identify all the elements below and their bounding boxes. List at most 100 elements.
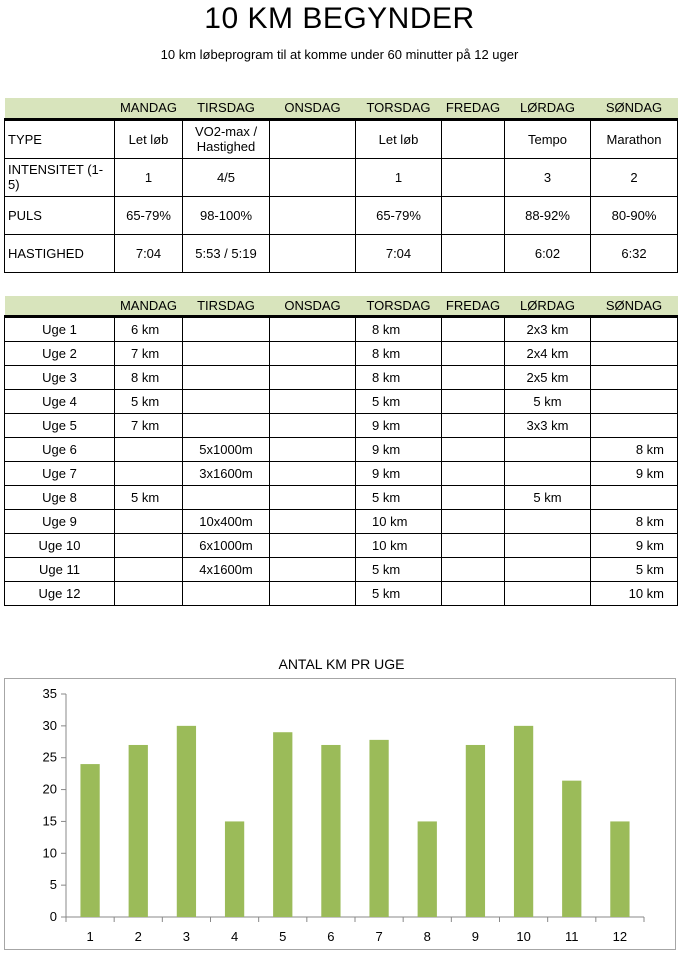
table-cell: 5 km [114, 484, 183, 510]
bar [176, 725, 197, 917]
row-label: Uge 1 [4, 315, 115, 342]
table-cell: 1 [355, 157, 442, 197]
table-cell: 9 km [355, 460, 442, 486]
table-cell: Let løb [114, 118, 183, 159]
table-cell [441, 195, 505, 235]
table-cell [269, 412, 356, 438]
table-cell [590, 412, 678, 438]
bar [273, 732, 293, 917]
bar [321, 744, 341, 917]
y-tick-label: 5 [50, 877, 57, 892]
table-cell: 10 km [355, 532, 442, 558]
row-label: Uge 10 [4, 532, 115, 558]
table-cell [590, 340, 678, 366]
bar [610, 821, 630, 917]
table-cell [114, 508, 183, 534]
x-tick-label: 1 [86, 929, 93, 944]
table-cell: Tempo [504, 118, 591, 159]
table-cell [114, 436, 183, 462]
day-header: FREDAG [441, 98, 505, 121]
row-label: Uge 2 [4, 340, 115, 366]
table-cell [269, 388, 356, 414]
day-header: TORSDAG [355, 98, 442, 121]
table-cell [182, 388, 270, 414]
table-cell [504, 508, 591, 534]
intensity-table: MANDAG TIRSDAG ONSDAG TORSDAG FREDAG LØR… [4, 98, 678, 273]
table-cell [504, 460, 591, 486]
table-cell: VO2-max / Hastighed [182, 118, 270, 159]
table-cell [504, 436, 591, 462]
day-header: SØNDAG [590, 98, 678, 121]
day-header: LØRDAG [504, 296, 591, 318]
day-header: SØNDAG [590, 296, 678, 318]
table-cell [269, 364, 356, 390]
day-header: TIRSDAG [182, 296, 270, 318]
bar [128, 744, 148, 917]
x-tick-label: 3 [183, 929, 190, 944]
day-header: MANDAG [114, 296, 183, 318]
table-cell: 2x4 km [504, 340, 591, 366]
table-cell: 7:04 [114, 233, 183, 273]
table-cell [114, 532, 183, 558]
chart-title: ANTAL KM PR UGE [278, 656, 405, 672]
table-cell [590, 364, 678, 390]
info-row: HASTIGHED 7:04 5:53 / 5:19 7:04 6:02 6:32 [4, 233, 678, 273]
x-tick-label: 7 [375, 929, 382, 944]
table-cell [590, 388, 678, 414]
header-corner [4, 98, 115, 121]
row-label: Uge 9 [4, 508, 115, 534]
table-cell [441, 580, 505, 606]
table-cell [269, 118, 356, 159]
table-cell [441, 157, 505, 197]
table-cell [441, 233, 505, 273]
table-cell: 3x3 km [504, 412, 591, 438]
y-tick-label: 0 [50, 909, 57, 924]
table-cell: Let løb [355, 118, 442, 159]
page-subtitle: 10 km løbeprogram til at komme under 60 … [160, 47, 519, 62]
x-tick-label: 6 [327, 929, 334, 944]
row-label: INTENSITET (1-5) [4, 157, 115, 197]
table-cell: 5 km [590, 556, 678, 582]
table-cell [504, 556, 591, 582]
row-label: Uge 5 [4, 412, 115, 438]
row-label: Uge 6 [4, 436, 115, 462]
table-cell [441, 388, 505, 414]
table-cell: 5 km [504, 388, 591, 414]
table-cell: 7 km [114, 412, 183, 438]
row-label: Uge 3 [4, 364, 115, 390]
page-title: 10 KM BEGYNDER [204, 2, 475, 35]
table-cell: 8 km [355, 315, 442, 342]
info-row: PULS 65-79% 98-100% 65-79% 88-92% 80-90% [4, 195, 678, 235]
table-cell: 5 km [114, 388, 183, 414]
bar [369, 739, 389, 917]
info-row: TYPE Let løb VO2-max / Hastighed Let løb Tem… [4, 118, 678, 159]
week-row: Uge 12 5 km 10 km [4, 580, 678, 606]
x-tick-label: 5 [279, 929, 286, 944]
y-tick-label: 25 [43, 750, 57, 765]
table-cell: 8 km [355, 364, 442, 390]
table-cell: 8 km [355, 340, 442, 366]
table-cell [269, 532, 356, 558]
table-cell [269, 580, 356, 606]
table-cell: 5 km [355, 556, 442, 582]
x-tick-label: 12 [613, 929, 627, 944]
row-label: Uge 7 [4, 460, 115, 486]
day-header: ONSDAG [269, 296, 356, 318]
table-cell [590, 484, 678, 510]
week-row: Uge 10 6x1000m 10 km 9 km [4, 532, 678, 558]
info-row: INTENSITET (1-5) 1 4/5 1 3 2 [4, 157, 678, 197]
x-tick-label: 10 [516, 929, 530, 944]
table-cell: 5x1000m [182, 436, 270, 462]
table-cell [269, 556, 356, 582]
table-cell [114, 460, 183, 486]
table-cell [269, 157, 356, 197]
table-cell [182, 412, 270, 438]
table-cell: 2 [590, 157, 678, 197]
table-cell: 9 km [355, 436, 442, 462]
y-tick-label: 35 [43, 686, 57, 701]
day-header: TIRSDAG [182, 98, 270, 121]
